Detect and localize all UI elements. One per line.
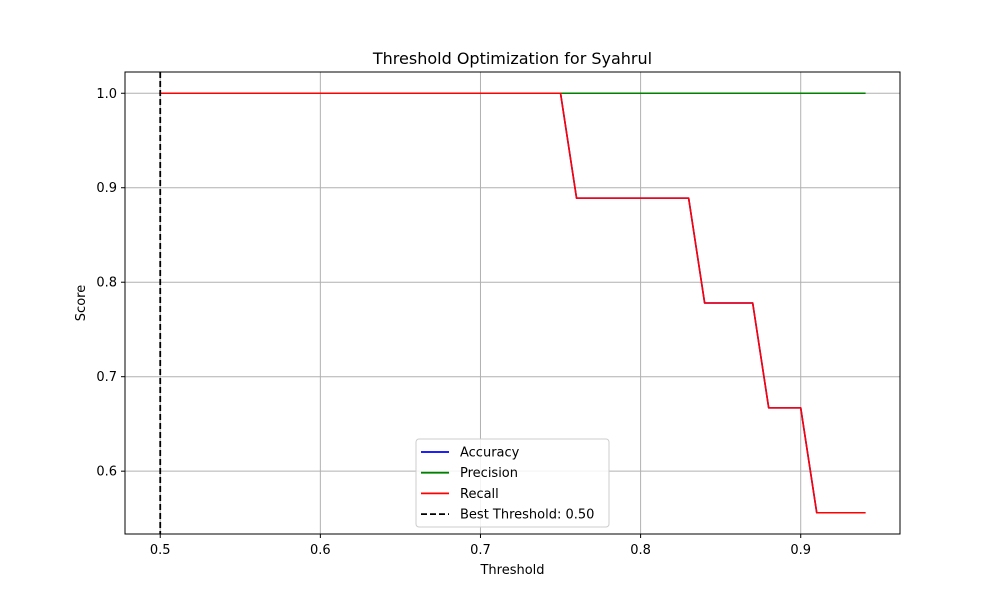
y-tick-label: 0.8: [96, 276, 117, 291]
series-line-recall: [159, 92, 866, 514]
plot-frame: [124, 71, 901, 535]
y-tick-label: 0.9: [96, 181, 117, 196]
x-tick-label: 0.9: [790, 543, 811, 558]
y-axis-label: Score: [74, 285, 89, 321]
x-tick-label: 0.7: [470, 543, 491, 558]
chart-title: Threshold Optimization for Syahrul: [372, 49, 652, 68]
y-tick-label: 1.0: [96, 87, 117, 102]
axis-ticks: 0.5 0.6 0.7 0.8 0.9 0.6 0.7 0.8 0.9 1.0: [96, 87, 811, 558]
legend-label: Recall: [460, 487, 499, 502]
legend-label: Best Threshold: 0.50: [460, 508, 594, 523]
legend-box: [415, 438, 610, 528]
x-tick-label: 0.6: [310, 543, 331, 558]
legend-label: Accuracy: [460, 446, 520, 461]
x-tick-label: 0.5: [150, 543, 171, 558]
legend: Accuracy Precision Recall Best Threshold: 0…: [415, 438, 610, 528]
series-lines: [159, 72, 866, 534]
y-tick-label: 0.7: [96, 370, 117, 385]
legend-label: Precision: [460, 466, 518, 481]
y-tick-label: 0.6: [96, 465, 117, 480]
x-axis-label: Threshold: [479, 563, 544, 578]
x-tick-label: 0.8: [630, 543, 651, 558]
